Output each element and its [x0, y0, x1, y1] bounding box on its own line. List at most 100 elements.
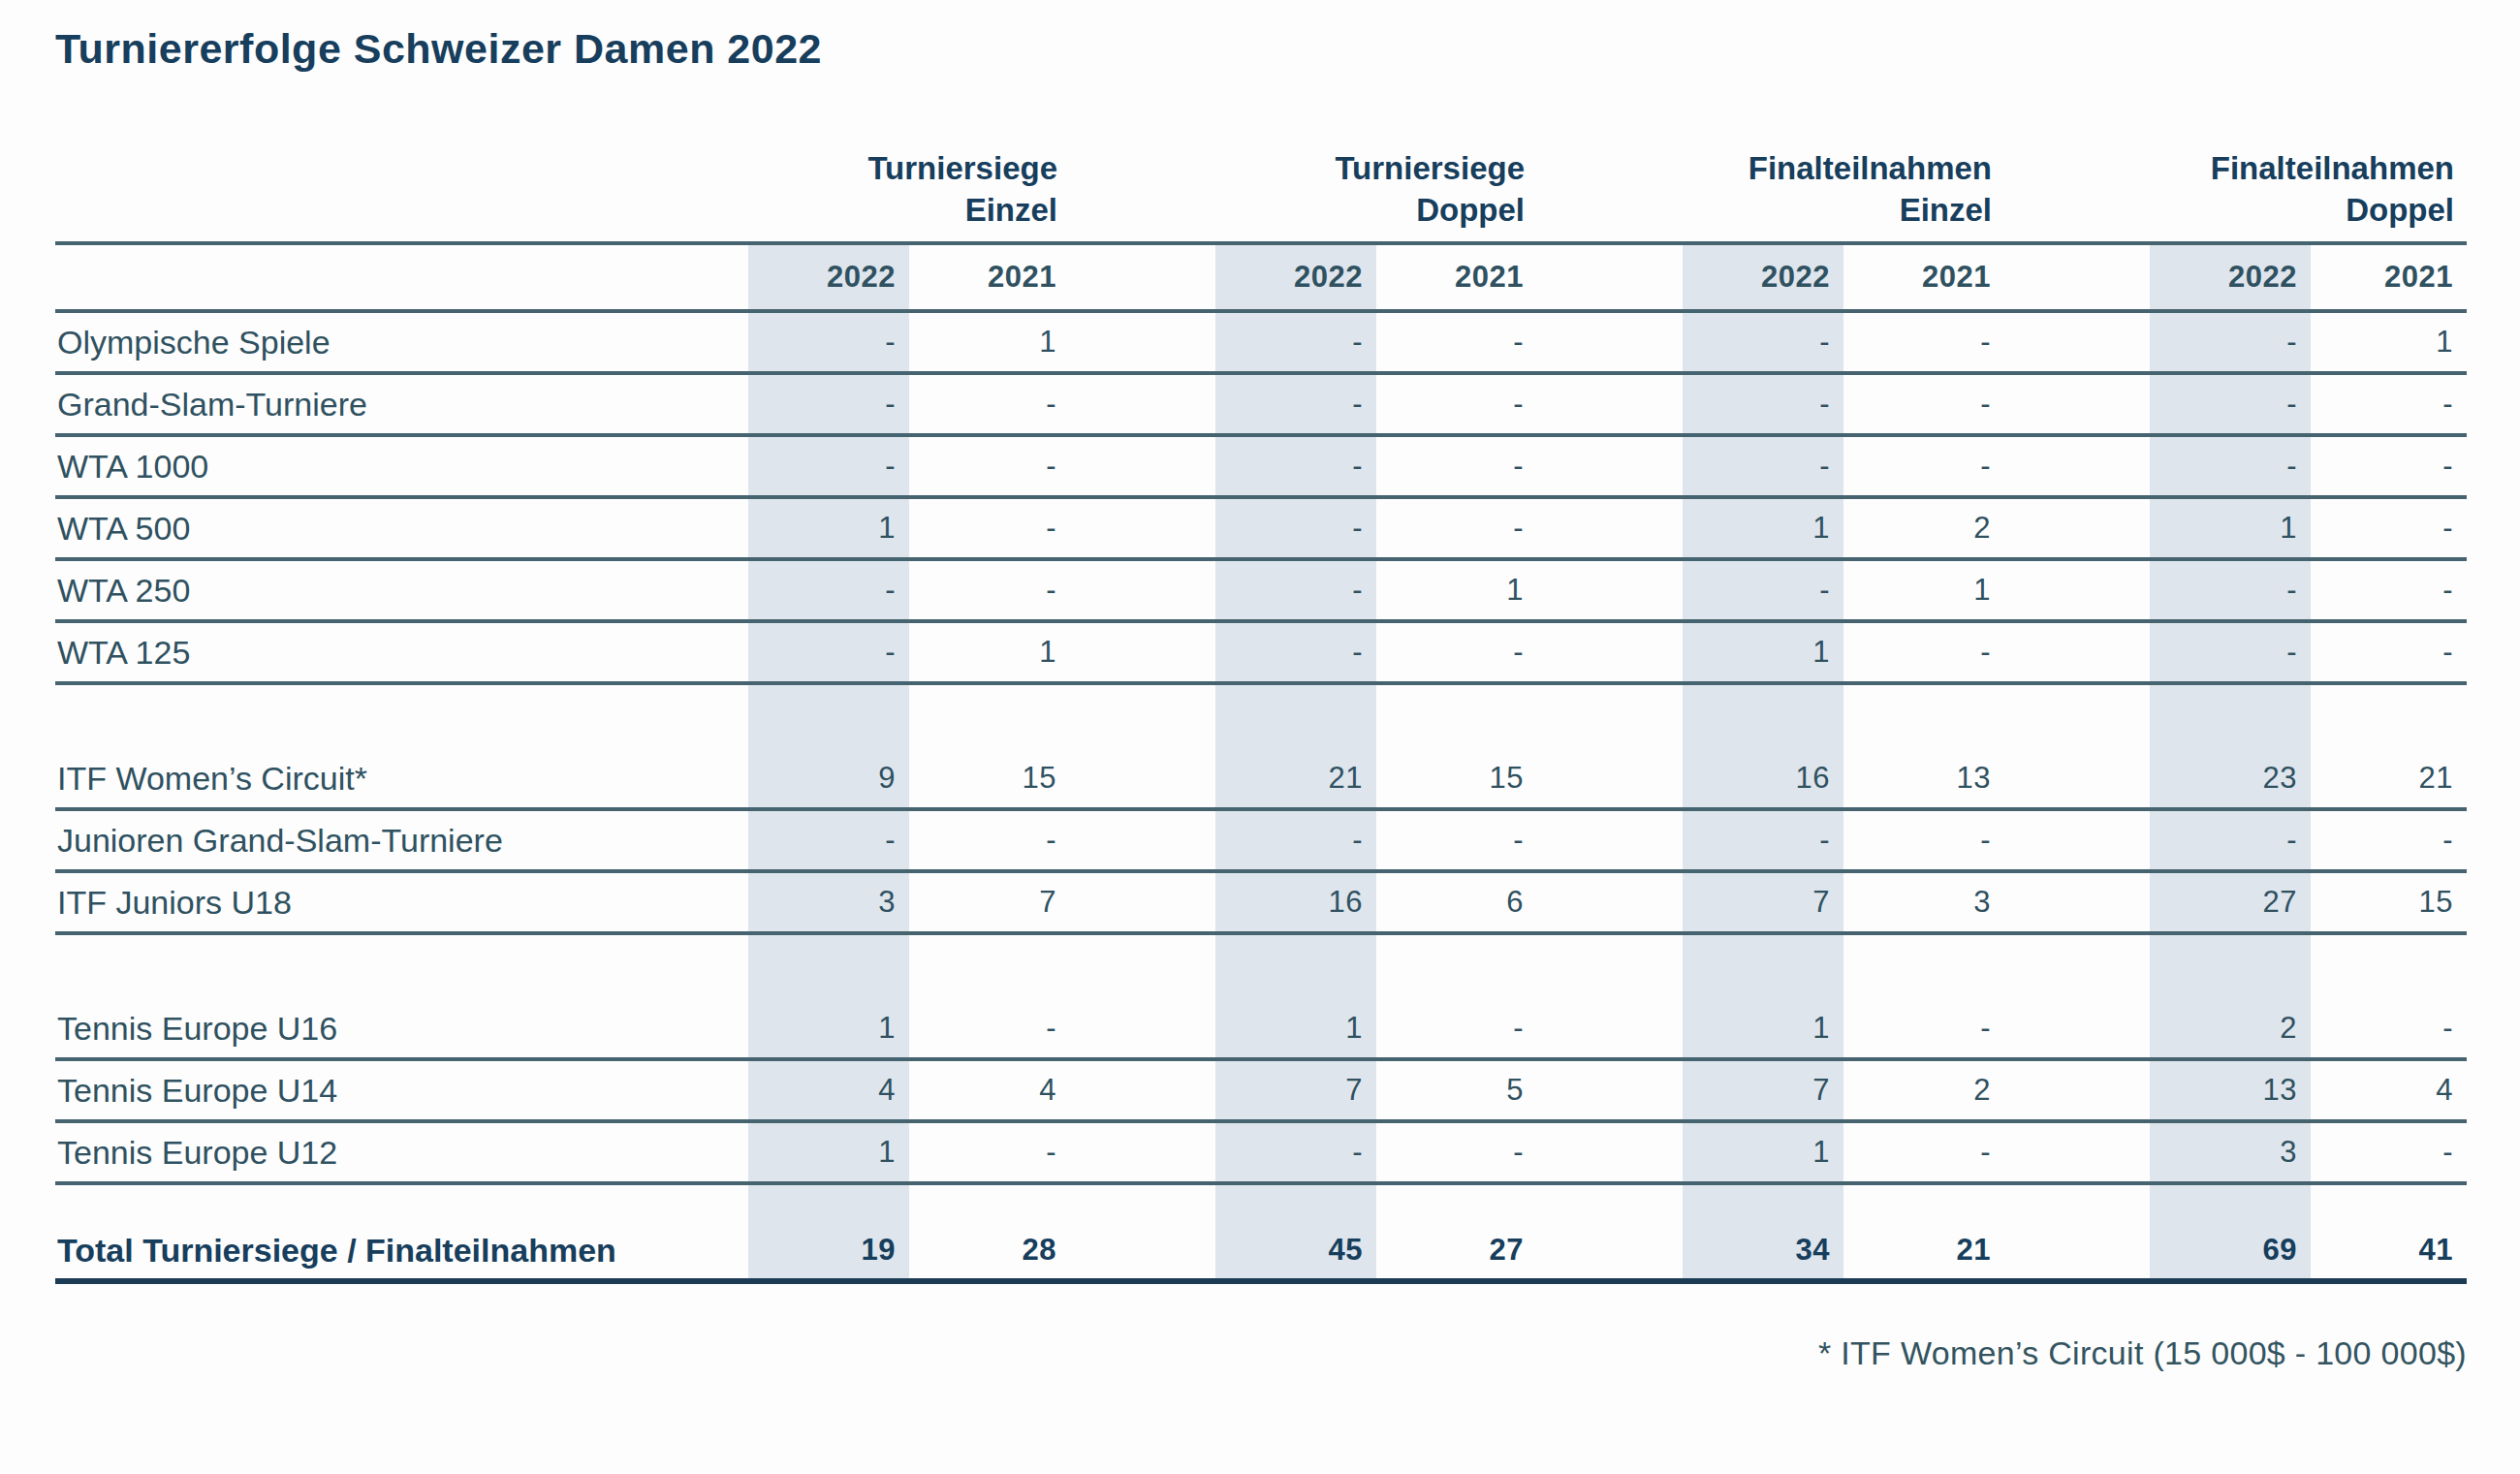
column-gap	[1070, 1123, 1215, 1181]
value-finalteilnahmen-einzel-2022: -	[1683, 375, 1843, 433]
value-turniersiege-einzel-2022: -	[748, 313, 909, 371]
value-finalteilnahmen-einzel-2021: -	[1843, 811, 2004, 869]
value-turniersiege-einzel-2022: 4	[748, 1061, 909, 1119]
value-turniersiege-einzel-2021: 1	[909, 313, 1070, 371]
shaded-band-segment	[1215, 685, 1376, 749]
column-gap	[1070, 375, 1215, 433]
year-header: 2022	[1683, 245, 1843, 309]
column-gap	[1070, 437, 1215, 495]
column-gap	[1537, 1061, 1683, 1119]
header-label-spacer	[55, 73, 748, 241]
group-header-line1: Turniersiege	[1335, 150, 1525, 186]
value-finalteilnahmen-doppel-2021: -	[2311, 1123, 2467, 1181]
value-turniersiege-einzel-2021: -	[909, 811, 1070, 869]
table-spacer-row	[55, 1185, 2467, 1222]
value-finalteilnahmen-doppel-2022: 69	[2150, 1222, 2311, 1278]
row-label: Junioren Grand-Slam-Turniere	[55, 811, 748, 869]
table-spacer-row	[55, 935, 2467, 999]
value-turniersiege-doppel-2021: -	[1376, 1123, 1537, 1181]
value-turniersiege-einzel-2022: -	[748, 375, 909, 433]
column-gap	[2004, 623, 2150, 681]
table-row: WTA 500 1 - - - 1 2 1 -	[55, 499, 2467, 561]
row-label: WTA 125	[55, 623, 748, 681]
shaded-band-segment	[2150, 1185, 2311, 1222]
value-finalteilnahmen-doppel-2022: 27	[2150, 873, 2311, 931]
table-header-years: 2022 2021 2022 2021 2022 2021 2022 2021	[55, 245, 2467, 313]
table-row: Grand-Slam-Turniere - - - - - - - -	[55, 375, 2467, 437]
value-turniersiege-doppel-2021: -	[1376, 811, 1537, 869]
year-header: 2022	[2150, 245, 2311, 309]
value-finalteilnahmen-doppel-2021: 4	[2311, 1061, 2467, 1119]
row-label: WTA 500	[55, 499, 748, 557]
value-finalteilnahmen-doppel-2021: -	[2311, 811, 2467, 869]
value-turniersiege-doppel-2021: -	[1376, 499, 1537, 557]
value-finalteilnahmen-einzel-2022: -	[1683, 437, 1843, 495]
shaded-band-segment	[1683, 1185, 1843, 1222]
shaded-band-segment	[1215, 935, 1376, 999]
column-gap	[1537, 1222, 1683, 1278]
column-gap	[2004, 313, 2150, 371]
table-body: Olympische Spiele - 1 - - - - - 1 Grand-…	[55, 313, 2467, 1284]
value-turniersiege-doppel-2022: -	[1215, 1123, 1376, 1181]
table-row: WTA 1000 - - - - - - - -	[55, 437, 2467, 499]
value-turniersiege-doppel-2021: 27	[1376, 1222, 1537, 1278]
column-gap	[2004, 561, 2150, 619]
shaded-band-segment	[2150, 935, 2311, 999]
row-label: Tennis Europe U12	[55, 1123, 748, 1181]
value-finalteilnahmen-doppel-2022: -	[2150, 437, 2311, 495]
table-spacer-row	[55, 685, 2467, 749]
value-turniersiege-einzel-2022: 1	[748, 1123, 909, 1181]
value-turniersiege-doppel-2021: 1	[1376, 561, 1537, 619]
value-turniersiege-einzel-2022: -	[748, 437, 909, 495]
column-gap	[2004, 375, 2150, 433]
shaded-band-segment	[748, 935, 909, 999]
value-finalteilnahmen-einzel-2021: 13	[1843, 749, 2004, 807]
value-finalteilnahmen-einzel-2021: 3	[1843, 873, 2004, 931]
value-finalteilnahmen-einzel-2021: -	[1843, 999, 2004, 1057]
value-finalteilnahmen-einzel-2021: 2	[1843, 499, 2004, 557]
value-turniersiege-einzel-2021: -	[909, 1123, 1070, 1181]
column-group-turniersiege-einzel: Turniersiege Einzel	[748, 147, 1070, 241]
value-turniersiege-doppel-2022: -	[1215, 499, 1376, 557]
table-row: Junioren Grand-Slam-Turniere - - - - - -…	[55, 811, 2467, 873]
value-finalteilnahmen-doppel-2022: -	[2150, 561, 2311, 619]
value-finalteilnahmen-einzel-2022: 7	[1683, 873, 1843, 931]
value-turniersiege-einzel-2021: -	[909, 437, 1070, 495]
value-turniersiege-einzel-2021: -	[909, 499, 1070, 557]
value-finalteilnahmen-doppel-2021: 1	[2311, 313, 2467, 371]
value-turniersiege-einzel-2022: 9	[748, 749, 909, 807]
column-gap	[1070, 811, 1215, 869]
row-label: Grand-Slam-Turniere	[55, 375, 748, 433]
shaded-band-segment	[1683, 685, 1843, 749]
value-turniersiege-doppel-2022: 45	[1215, 1222, 1376, 1278]
column-gap	[2004, 811, 2150, 869]
value-turniersiege-einzel-2022: -	[748, 623, 909, 681]
table-row: WTA 250 - - - 1 - 1 - -	[55, 561, 2467, 623]
group-header-line2: Einzel	[965, 192, 1057, 228]
column-gap	[1070, 245, 1215, 309]
value-turniersiege-einzel-2022: 3	[748, 873, 909, 931]
value-finalteilnahmen-doppel-2022: -	[2150, 375, 2311, 433]
column-gap	[2004, 873, 2150, 931]
value-turniersiege-doppel-2021: 5	[1376, 1061, 1537, 1119]
value-finalteilnahmen-doppel-2022: 13	[2150, 1061, 2311, 1119]
column-gap	[1070, 1061, 1215, 1119]
value-turniersiege-einzel-2022: -	[748, 561, 909, 619]
group-header-line1: Turniersiege	[867, 150, 1057, 186]
value-turniersiege-doppel-2021: -	[1376, 999, 1537, 1057]
value-turniersiege-doppel-2021: -	[1376, 623, 1537, 681]
column-gap	[1537, 1123, 1683, 1181]
footnote: * ITF Women’s Circuit (15 000$ - 100 000…	[55, 1284, 2467, 1372]
column-gap	[1537, 313, 1683, 371]
value-turniersiege-doppel-2022: 1	[1215, 999, 1376, 1057]
value-finalteilnahmen-einzel-2021: -	[1843, 1123, 2004, 1181]
value-finalteilnahmen-doppel-2022: -	[2150, 811, 2311, 869]
shaded-band-segment	[2150, 685, 2311, 749]
table-row: Tennis Europe U12 1 - - - 1 - 3 -	[55, 1123, 2467, 1185]
group-header-line1: Finalteilnahmen	[2211, 150, 2454, 186]
table-row: ITF Women’s Circuit* 9 15 21 15 16 13 23…	[55, 749, 2467, 811]
value-finalteilnahmen-einzel-2022: -	[1683, 811, 1843, 869]
value-turniersiege-einzel-2021: 4	[909, 1061, 1070, 1119]
value-turniersiege-einzel-2022: 1	[748, 999, 909, 1057]
value-turniersiege-doppel-2022: 7	[1215, 1061, 1376, 1119]
